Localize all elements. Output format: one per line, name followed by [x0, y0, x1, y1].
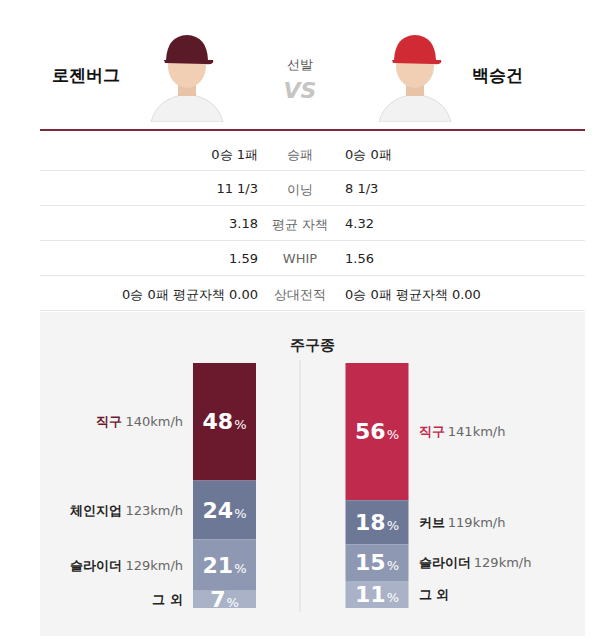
html-text:0승 1패: 0승 1패 — [211, 147, 258, 162]
html-text:선발: 선발 — [287, 57, 313, 72]
svg-text:체인지업: 체인지업 — [69, 503, 122, 518]
svg-text:%: % — [387, 590, 399, 605]
html-text:1.59: 1.59 — [229, 251, 258, 266]
svg-text:119km/h: 119km/h — [448, 515, 506, 530]
html-text:상대전적: 상대전적 — [274, 287, 326, 302]
html-text:0승 0패 평균자책 0.00: 0승 0패 평균자책 0.00 — [122, 287, 258, 302]
html-text:평균 자책: 평균 자책 — [271, 217, 329, 232]
html-text:WHIP: WHIP — [282, 251, 318, 266]
svg-text:7: 7 — [210, 587, 225, 612]
svg-text:21: 21 — [203, 553, 234, 578]
svg-text:%: % — [234, 506, 246, 521]
svg-text:%: % — [387, 518, 399, 533]
svg-text:슬라이더: 슬라이더 — [70, 558, 122, 573]
html-text:11 1/3: 11 1/3 — [216, 181, 258, 196]
svg-text:그 외: 그 외 — [152, 592, 183, 607]
svg-text:슬라이더: 슬라이더 — [419, 555, 471, 570]
svg-text:11: 11 — [355, 582, 386, 607]
svg-text:48: 48 — [203, 409, 234, 434]
svg-text:129km/h: 129km/h — [125, 558, 183, 573]
svg-text:%: % — [234, 417, 246, 432]
html-text:8 1/3: 8 1/3 — [345, 181, 379, 196]
html-text:로젠버그: 로젠버그 — [52, 65, 120, 85]
svg-text:직구: 직구 — [96, 414, 122, 429]
svg-text:%: % — [226, 595, 238, 610]
html-text:백승건: 백승건 — [472, 65, 523, 85]
html-text:0승 0패 평균자책 0.00: 0승 0패 평균자책 0.00 — [345, 287, 481, 302]
html-text:1.56: 1.56 — [345, 251, 374, 266]
html-text:3.18: 3.18 — [229, 216, 258, 231]
svg-text:커브: 커브 — [419, 515, 445, 530]
svg-text:15: 15 — [355, 550, 386, 575]
svg-text:그 외: 그 외 — [419, 587, 450, 602]
html-text:VS: VS — [283, 78, 317, 103]
html-text:0승 0패: 0승 0패 — [345, 147, 392, 162]
svg-text:%: % — [234, 561, 246, 576]
svg-text:%: % — [387, 558, 399, 573]
html-text:4.32: 4.32 — [345, 216, 374, 231]
svg-text:56: 56 — [355, 419, 386, 444]
svg-text:140km/h: 140km/h — [125, 414, 183, 429]
svg-text:141km/h: 141km/h — [448, 424, 506, 439]
svg-text:주구종: 주구종 — [290, 336, 335, 354]
svg-text:123km/h: 123km/h — [125, 503, 183, 518]
svg-text:%: % — [387, 427, 399, 442]
svg-text:직구: 직구 — [419, 424, 445, 439]
svg-text:129km/h: 129km/h — [474, 555, 532, 570]
html-text:이닝: 이닝 — [287, 182, 313, 197]
svg-text:24: 24 — [203, 498, 234, 523]
svg-text:18: 18 — [355, 510, 386, 535]
html-text:승패: 승패 — [287, 147, 313, 162]
